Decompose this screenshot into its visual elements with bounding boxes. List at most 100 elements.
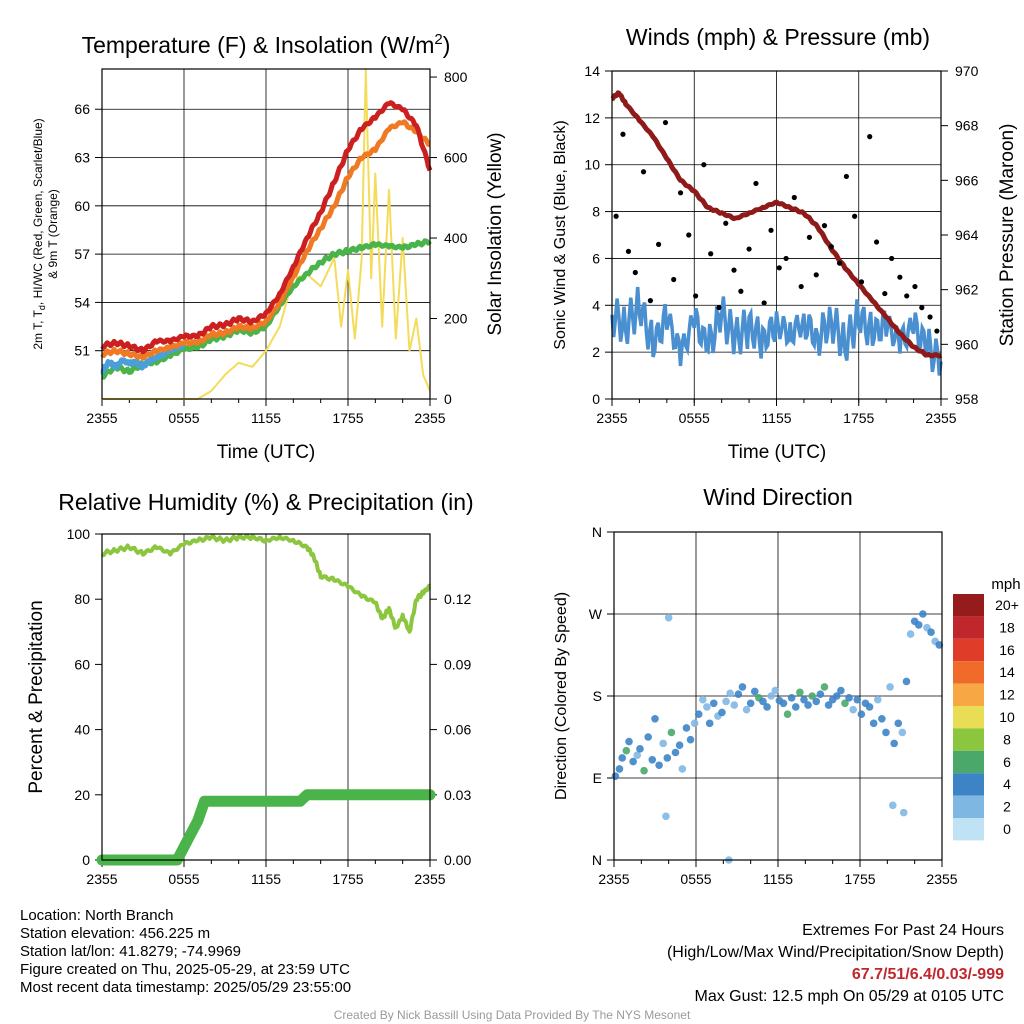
direction-point [882, 728, 890, 737]
winds-xlabel: Time (UTC) [728, 442, 827, 463]
gust-point [889, 255, 895, 262]
gust-point [620, 131, 626, 137]
y-tick-label: 20 [74, 787, 90, 803]
gust-point [934, 328, 940, 334]
humidity-panel: Relative Humidity (%) & Precipitation (i… [26, 489, 474, 887]
legend-swatch [953, 773, 984, 796]
x-tick-label: 2355 [414, 871, 445, 887]
x-tick-label: 1155 [761, 410, 791, 426]
y2-tick-label: 964 [955, 227, 979, 243]
legend-swatch [953, 616, 984, 639]
direction-point [618, 754, 626, 762]
legend-swatch [953, 706, 984, 729]
y-tick-label: 10 [584, 157, 600, 173]
direction-point [927, 628, 935, 637]
x-tick-label: 1755 [843, 410, 874, 426]
y-tick-label: 100 [67, 526, 91, 542]
figure-created: Figure created on Thu, 2025-05-29, at 23… [20, 961, 350, 978]
gust-point [912, 283, 918, 290]
credit-line: Created By Nick Bassill Using Data Provi… [333, 1008, 691, 1022]
gust-point [904, 293, 910, 299]
direction-point [878, 714, 886, 723]
x-tick-label: 1155 [763, 871, 793, 887]
y-tick-label: 14 [584, 63, 600, 79]
direction-point [664, 613, 673, 622]
direction-point [808, 692, 816, 700]
legend-swatch [953, 750, 984, 774]
y-tick-label: 12 [584, 110, 600, 126]
y2-tick-label: 0.03 [444, 787, 471, 803]
y-tick-label: 0 [82, 852, 90, 868]
gust-point [882, 290, 888, 297]
direction-point [709, 699, 718, 708]
direction-point [894, 719, 903, 728]
direction-point [787, 694, 796, 702]
legend-label: 16 [999, 642, 1015, 658]
gust-point [791, 194, 797, 201]
direction-point [873, 695, 882, 704]
x-tick-label: 2355 [925, 410, 956, 426]
y2-tick-label: 0 [444, 391, 452, 407]
station-location: Location: North Branch [20, 907, 174, 924]
y2-tick-label: 968 [955, 118, 979, 134]
direction-point [644, 733, 652, 741]
x-tick-label: 1155 [251, 871, 281, 887]
gust-point [671, 276, 677, 283]
direction-point [633, 751, 642, 760]
gust-point [701, 162, 707, 168]
direction-point [738, 683, 747, 691]
gust-point [731, 267, 737, 273]
insolation-ylabel: Solar Insolation (Yellow) [485, 132, 506, 335]
direction-point [889, 801, 897, 810]
y-tick-label: W [589, 606, 603, 622]
gust-point [746, 246, 752, 252]
legend-swatch [953, 661, 984, 684]
y-tick-label: 60 [74, 198, 90, 214]
direction-point [718, 708, 726, 717]
y2-tick-label: 0.12 [444, 591, 471, 607]
direction-point [659, 739, 667, 748]
x-tick-label: 2355 [414, 410, 445, 426]
legend-swatch [953, 818, 984, 841]
direction-point [742, 705, 751, 714]
y-tick-label: 4 [592, 297, 600, 313]
gust-point [753, 180, 759, 187]
direction-point [730, 701, 739, 709]
temperature-frame [101, 68, 431, 400]
temperature-title: Temperature (F) & Insolation (W/m2) [82, 31, 451, 58]
x-tick-label: 0555 [168, 410, 199, 426]
legend-label: 6 [1003, 754, 1011, 770]
gust-point [836, 260, 843, 266]
gust-point [858, 279, 865, 285]
direction-point [853, 695, 862, 704]
direction-point [611, 772, 620, 780]
gust-point [852, 213, 858, 219]
legend-swatch [953, 683, 984, 706]
y-tick-label: E [593, 770, 602, 786]
direction-point [804, 701, 812, 709]
y-tick-label: 40 [74, 722, 90, 738]
gust-point [776, 265, 782, 271]
legend-label: 10 [999, 709, 1015, 725]
direction-point [849, 705, 857, 714]
direction-point [886, 683, 894, 691]
direction-point [800, 695, 808, 704]
direction-point [734, 690, 743, 698]
wind-direction-panel: Wind Direction 2355 0555 1155 1755 2355 N E S W N… [553, 484, 1021, 887]
y2-tick-label: 800 [444, 69, 468, 85]
direction-point [820, 683, 829, 691]
y-tick-label: 60 [74, 656, 90, 672]
direction-point [667, 728, 676, 737]
gust-point [738, 288, 744, 294]
direction-point [869, 719, 878, 728]
y2-tick-label: 966 [955, 172, 979, 188]
recent-timestamp: Most recent data timestamp: 2025/05/29 2… [20, 979, 352, 996]
station-elevation: Station elevation: 456.225 m [20, 925, 211, 942]
gust-point [806, 234, 813, 240]
x-tick-label: 1755 [332, 410, 363, 426]
direction-point [726, 689, 734, 698]
x-tick-label: 2355 [926, 871, 957, 887]
y2-tick-label: 400 [444, 230, 468, 246]
y-tick-label: N [592, 852, 602, 868]
